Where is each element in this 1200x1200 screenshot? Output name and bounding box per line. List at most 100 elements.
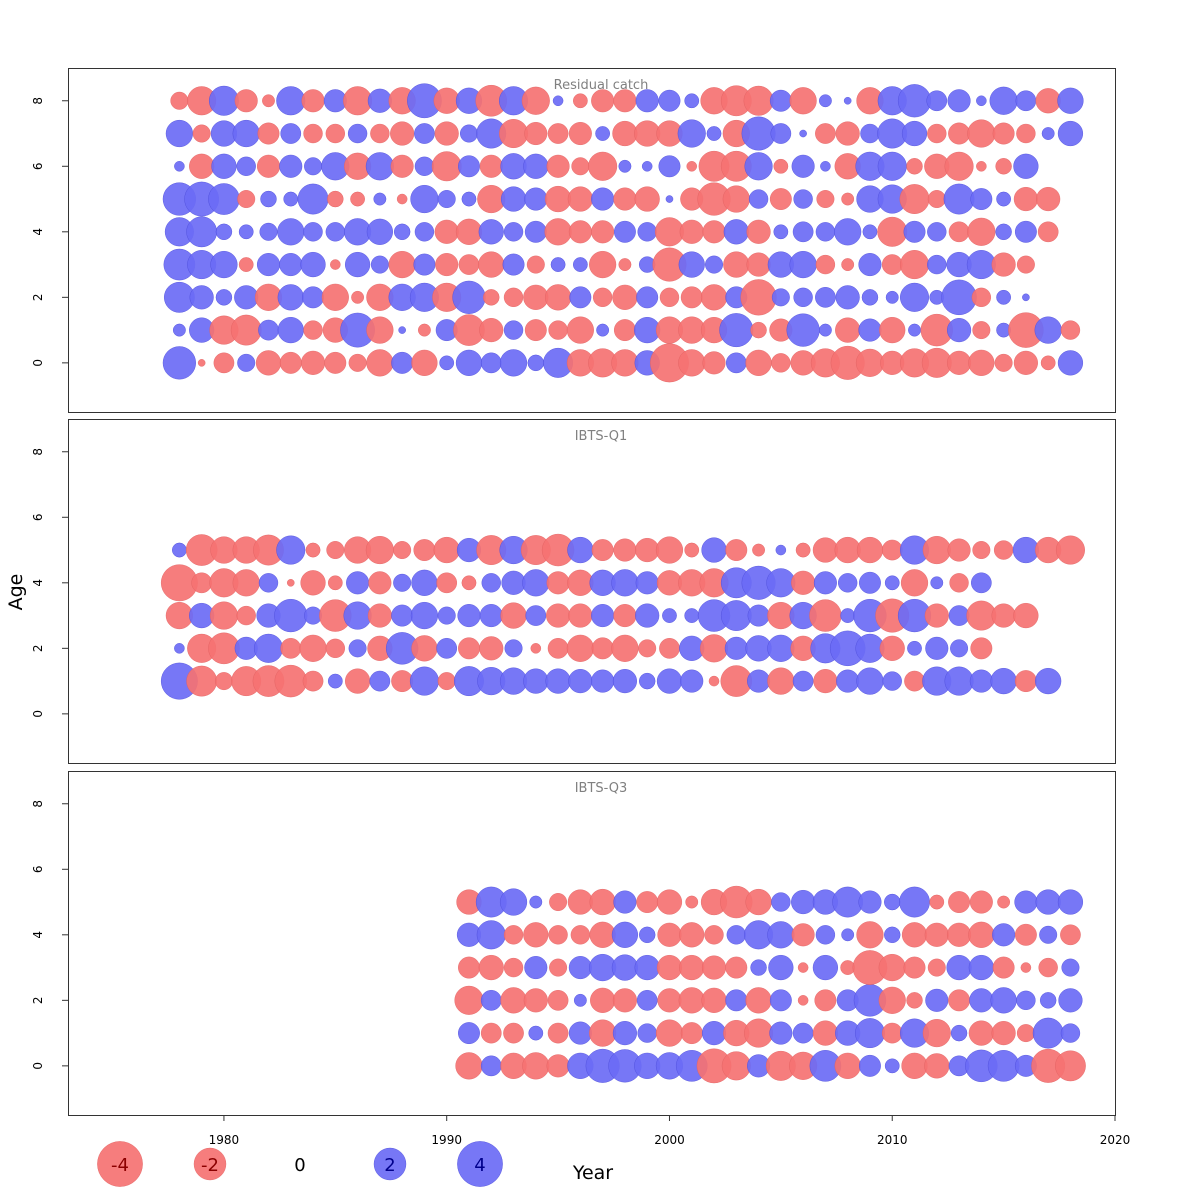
bubble xyxy=(702,220,726,244)
panel-title: IBTS-Q1 xyxy=(575,429,628,444)
bubble xyxy=(461,191,477,207)
bubble xyxy=(836,669,860,693)
bubble xyxy=(719,313,754,348)
bubble-layer xyxy=(160,533,1085,700)
bubble xyxy=(350,191,365,207)
bubble xyxy=(393,223,411,240)
bubble xyxy=(280,123,302,144)
bubble xyxy=(568,220,592,244)
bubble xyxy=(527,354,544,372)
bubble xyxy=(568,603,593,628)
bubble xyxy=(927,190,946,209)
bubble xyxy=(991,252,1016,277)
bubble xyxy=(906,992,923,1009)
bubble xyxy=(841,258,855,271)
bubble xyxy=(480,1022,502,1044)
bubble xyxy=(659,638,680,659)
bubble xyxy=(969,669,993,693)
bubble xyxy=(481,573,501,593)
bubble xyxy=(347,123,368,144)
panel-title: Residual catch xyxy=(554,78,649,93)
bubble xyxy=(259,222,278,241)
bubble xyxy=(967,217,996,246)
legend-label: -4 xyxy=(111,1155,129,1176)
bubble xyxy=(434,219,459,244)
bubble xyxy=(547,638,569,659)
bubble xyxy=(971,287,991,307)
legend-label: -2 xyxy=(201,1155,219,1176)
bubble xyxy=(771,353,791,373)
bubble xyxy=(946,954,972,981)
bubble xyxy=(745,888,772,916)
bubble xyxy=(1020,962,1032,973)
bubble xyxy=(924,603,949,628)
bubble xyxy=(834,536,861,564)
bubble xyxy=(745,349,772,376)
bubble xyxy=(504,639,523,658)
y-tick-label: 8 xyxy=(31,448,45,456)
bubble xyxy=(571,157,590,176)
bubble xyxy=(792,1022,814,1044)
bubble xyxy=(208,183,240,215)
bubble xyxy=(797,962,809,973)
bubble xyxy=(1035,889,1061,915)
y-tick-label: 0 xyxy=(31,1062,45,1070)
bubble xyxy=(435,253,459,277)
bubble xyxy=(589,888,616,916)
bubble xyxy=(172,542,187,558)
legend-bubble xyxy=(457,1141,503,1187)
bubble xyxy=(699,634,729,663)
bubble xyxy=(523,668,549,694)
bubble xyxy=(1040,355,1056,371)
bubble xyxy=(1013,350,1038,375)
bubble xyxy=(570,925,591,945)
bubble xyxy=(373,192,387,206)
bubble xyxy=(637,222,657,242)
bubble xyxy=(884,893,901,911)
bubble xyxy=(276,86,306,116)
bubble xyxy=(747,604,770,627)
bubble xyxy=(302,286,324,309)
bubble xyxy=(305,542,321,558)
bubble xyxy=(280,638,302,659)
y-tick-label: 4 xyxy=(31,228,45,236)
bubble xyxy=(479,154,503,178)
bubble xyxy=(991,1021,1016,1046)
bubble xyxy=(862,224,878,240)
bubble xyxy=(413,539,436,561)
bubble xyxy=(457,604,481,628)
bubble xyxy=(370,123,390,144)
bubble xyxy=(860,123,880,144)
bubble xyxy=(791,889,816,915)
bubble xyxy=(767,921,795,949)
bubble xyxy=(924,922,949,947)
bubble xyxy=(300,570,326,596)
bubble xyxy=(770,123,792,144)
bubble xyxy=(901,120,928,147)
bubble xyxy=(884,1058,900,1074)
bubble xyxy=(677,119,706,148)
bubble xyxy=(390,154,414,178)
bubble xyxy=(545,185,572,213)
bubble xyxy=(569,286,592,309)
bubble xyxy=(500,186,527,212)
legend-bubble xyxy=(97,1141,143,1187)
bubble xyxy=(439,355,455,371)
bubble xyxy=(972,541,991,560)
bubble xyxy=(722,185,750,213)
bubble xyxy=(637,1023,657,1043)
bubble xyxy=(948,989,970,1012)
bubble xyxy=(656,668,683,694)
bubble xyxy=(1039,925,1058,944)
bubble xyxy=(662,608,677,623)
bubble xyxy=(257,122,280,145)
bubble xyxy=(950,639,969,658)
bubble xyxy=(595,126,610,141)
bubble xyxy=(209,85,239,116)
bubble xyxy=(1013,602,1039,629)
bubble xyxy=(944,151,974,181)
bubble xyxy=(969,988,994,1013)
bubble xyxy=(524,956,548,980)
bubble xyxy=(725,956,748,979)
bubble xyxy=(657,988,682,1013)
